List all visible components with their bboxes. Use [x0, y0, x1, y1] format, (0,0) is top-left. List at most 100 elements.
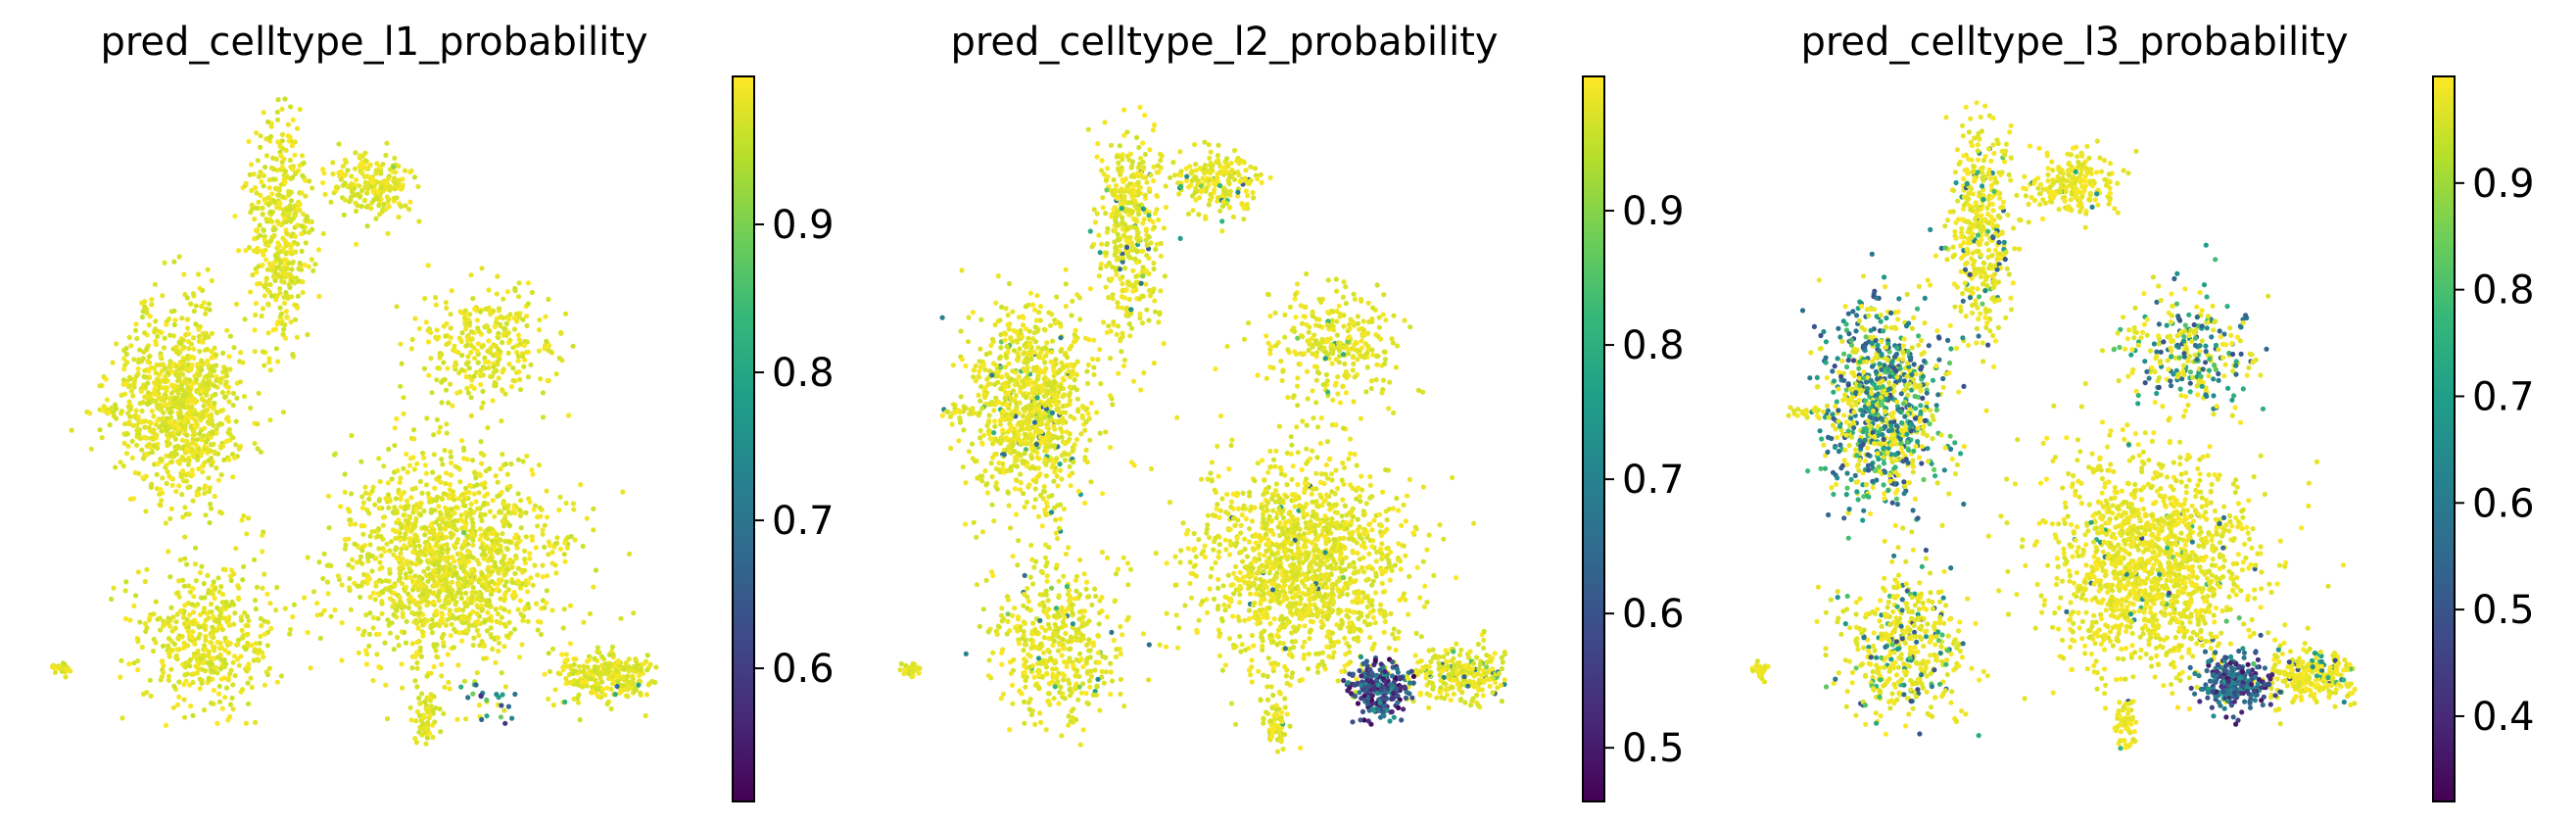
cell-point [498, 322, 503, 329]
cell-point [292, 233, 299, 239]
cell-point [341, 212, 347, 218]
cell-point [400, 560, 405, 567]
cell-point [314, 601, 320, 607]
cell-point [1151, 177, 1157, 184]
cell-point [290, 613, 296, 620]
cell-point [150, 429, 156, 435]
cell-point [1206, 202, 1212, 208]
colorbar-tick-label: 0.9 [772, 203, 835, 248]
cell-point [439, 577, 445, 583]
cell-point [595, 686, 600, 692]
cell-point [209, 277, 215, 284]
cell-point [143, 509, 149, 514]
cell-point [581, 663, 587, 669]
cell-point [521, 548, 528, 554]
cell-point [1094, 154, 1100, 160]
cell-point [343, 171, 349, 177]
cell-point [289, 274, 295, 280]
cell-point [1006, 326, 1012, 332]
cell-point [538, 631, 545, 638]
cell-point [211, 644, 216, 650]
cell-point [188, 704, 194, 709]
cell-point [1147, 147, 1153, 153]
cell-point [230, 403, 236, 409]
cell-point [359, 170, 365, 176]
cell-point [173, 619, 179, 625]
cell-point [1207, 155, 1213, 162]
cell-point [538, 376, 544, 382]
cell-point [129, 438, 135, 444]
cell-point [508, 461, 514, 467]
cell-point [403, 504, 408, 510]
cell-point [342, 489, 348, 495]
cell-point [407, 521, 413, 527]
cell-point [1151, 224, 1157, 230]
cell-point [175, 443, 181, 449]
cell-point [315, 247, 322, 253]
cell-point [280, 410, 286, 415]
cell-point [173, 489, 179, 495]
cell-point [275, 265, 281, 270]
cell-point [187, 484, 193, 490]
cell-point [293, 275, 300, 281]
cell-point [199, 437, 205, 443]
cell-point [1216, 157, 1221, 164]
cell-point [211, 614, 216, 620]
cell-point [1227, 170, 1234, 175]
cell-point [1133, 218, 1139, 224]
cell-point [135, 431, 141, 437]
cell-point [262, 165, 268, 170]
cell-point [253, 185, 259, 191]
cell-point [572, 537, 578, 543]
cell-point [190, 399, 196, 405]
cell-point [345, 183, 351, 189]
cell-point [183, 379, 189, 386]
cell-point [1110, 264, 1116, 270]
cell-point [437, 510, 443, 515]
cell-point [141, 691, 147, 698]
cell-point [257, 222, 262, 228]
cell-point [120, 347, 127, 354]
cell-point [265, 242, 271, 249]
cell-point [143, 374, 149, 380]
cell-point [1192, 189, 1198, 195]
cell-point [984, 490, 991, 496]
cell-point [156, 396, 162, 402]
cell-point [409, 336, 415, 343]
cell-point [252, 420, 258, 426]
cell-point [142, 382, 148, 388]
cell-point [1245, 193, 1251, 199]
cell-point [414, 639, 420, 646]
cell-point [461, 497, 467, 503]
cell-point [1030, 302, 1036, 308]
cell-point [978, 316, 984, 322]
cell-point [384, 194, 390, 200]
cell-point [215, 575, 221, 581]
cell-point [282, 169, 289, 174]
cell-point [230, 659, 236, 665]
cell-point [403, 203, 408, 209]
cell-point [527, 556, 533, 561]
cell-point [1252, 166, 1259, 171]
cell-point [284, 315, 290, 320]
cell-point [215, 619, 222, 625]
cell-point [259, 248, 264, 254]
cell-point [1132, 198, 1138, 204]
cell-point [1142, 151, 1148, 158]
cell-point [421, 508, 427, 514]
cell-point [182, 664, 188, 670]
cell-point [158, 503, 164, 509]
cell-point [282, 179, 288, 185]
cell-point [1121, 179, 1126, 185]
cell-point [460, 518, 466, 524]
cell-point [465, 354, 471, 360]
cell-point [1121, 357, 1127, 364]
cell-point [146, 354, 152, 360]
cell-point [591, 506, 596, 511]
cell-point [246, 244, 253, 251]
cell-point [567, 603, 574, 608]
cell-point [320, 167, 326, 172]
cell-point [643, 712, 648, 719]
cell-point [127, 496, 133, 502]
cell-point [167, 332, 173, 338]
